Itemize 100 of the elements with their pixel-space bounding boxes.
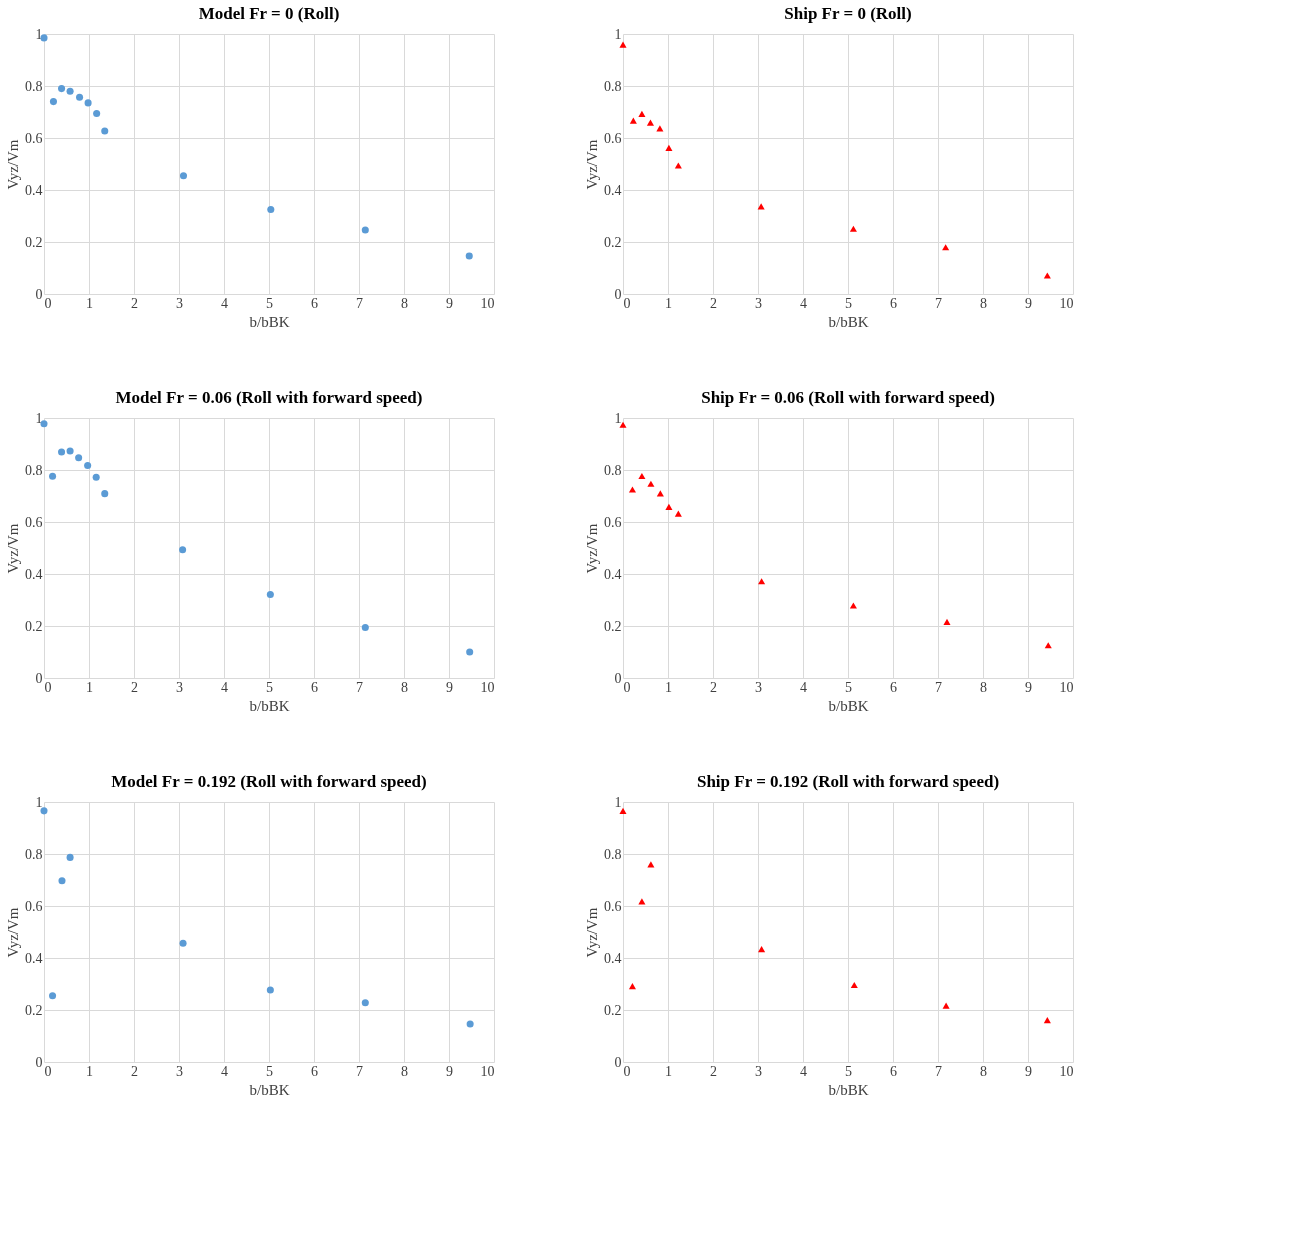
x-tick-label: 4 (221, 295, 228, 311)
point (267, 205, 275, 214)
y-tick-label: 0.6 (25, 130, 43, 146)
point (674, 162, 682, 169)
x-axis-title: b/bBK (249, 1081, 290, 1098)
y-tick-label: 0.2 (604, 234, 622, 250)
x-tick-label: 5 (845, 1063, 852, 1079)
point (361, 624, 369, 632)
x-axis-title: b/bBK (249, 313, 290, 330)
x-tick-label: 2 (710, 1063, 717, 1079)
chart-title: Model Fr = 0 (Roll) (198, 4, 340, 23)
point (619, 807, 627, 814)
x-tick-label: 6 (890, 295, 897, 311)
y-tick-label: 0.2 (25, 234, 43, 250)
chart-title: Model Fr = 0.06 (Roll with forward speed) (115, 388, 423, 407)
point (1043, 272, 1051, 279)
y-axis-title: Vyz/Vm (5, 523, 21, 574)
point (1044, 642, 1052, 649)
x-tick-label: 3 (176, 1063, 183, 1079)
x-tick-label: 10 (480, 679, 495, 695)
x-tick-label: 1 (665, 1063, 672, 1079)
x-tick-label: 4 (800, 679, 807, 695)
y-tick-label: 0.4 (25, 182, 43, 198)
point (66, 447, 74, 455)
point (84, 462, 92, 470)
point (647, 480, 655, 487)
point (849, 602, 857, 609)
y-tick-label: 0.4 (604, 950, 622, 966)
point (101, 490, 109, 498)
x-tick-label: 4 (800, 1063, 807, 1079)
x-tick-label: 7 (935, 295, 942, 311)
x-tick-label: 8 (980, 679, 987, 695)
y-tick-label: 1 (614, 410, 622, 426)
point (466, 648, 474, 656)
x-tick-label: 5 (845, 295, 852, 311)
point (40, 807, 48, 815)
point (849, 225, 857, 232)
x-axis-title: b/bBK (249, 697, 290, 714)
x-tick-label: 1 (665, 295, 672, 311)
y-tick-label: 0.6 (604, 130, 622, 146)
x-tick-label: 3 (176, 295, 183, 311)
y-tick-label: 0.2 (25, 1002, 43, 1018)
y-tick-label: 0.6 (604, 514, 622, 530)
y-tick-label: 0.8 (25, 462, 43, 478)
point (361, 999, 369, 1007)
y-tick-label: 0.2 (25, 618, 43, 634)
x-tick-label: 9 (446, 1063, 453, 1079)
point (84, 99, 92, 107)
x-tick-label: 8 (401, 1063, 408, 1079)
x-tick-label: 4 (221, 679, 228, 695)
x-tick-label: 4 (800, 295, 807, 311)
x-tick-label: 5 (266, 1063, 273, 1079)
y-tick-label: 0.4 (25, 566, 43, 582)
x-tick-label: 6 (890, 1063, 897, 1079)
chart-title: Ship Fr = 0.06 (Roll with forward speed) (701, 388, 995, 407)
point (943, 618, 951, 625)
y-tick-label: 0.4 (604, 182, 622, 198)
x-tick-label: 2 (710, 679, 717, 695)
x-axis-title: b/bBK (828, 1081, 869, 1098)
point (674, 510, 682, 517)
point (179, 172, 188, 180)
y-tick-label: 1 (614, 26, 622, 42)
y-tick-label: 0.2 (604, 618, 622, 634)
point (66, 87, 74, 95)
y-tick-label: 1 (35, 26, 43, 42)
point (66, 853, 74, 861)
x-tick-label: 10 (1059, 295, 1074, 311)
x-tick-label: 1 (86, 295, 93, 311)
point (942, 1002, 950, 1009)
point (92, 473, 100, 481)
x-tick-label: 2 (131, 1063, 138, 1079)
y-tick-label: 0.6 (25, 514, 43, 530)
point (179, 546, 187, 554)
x-axis-title: b/bBK (828, 697, 869, 714)
point (76, 93, 84, 101)
y-axis-title: Vyz/Vm (584, 907, 600, 958)
point (629, 117, 637, 124)
x-tick-label: 7 (356, 295, 363, 311)
chart-title: Ship Fr = 0 (Roll) (784, 4, 912, 23)
x-tick-label: 9 (446, 295, 453, 311)
y-tick-label: 0.4 (25, 950, 43, 966)
point (49, 98, 57, 106)
point (49, 992, 57, 1000)
x-tick-label: 7 (356, 1063, 363, 1079)
y-tick-label: 0.8 (604, 78, 622, 94)
point (628, 486, 636, 493)
point (665, 503, 673, 510)
x-tick-label: 2 (131, 295, 138, 311)
point (646, 119, 654, 126)
point (1043, 1017, 1051, 1024)
point (58, 448, 66, 456)
point (40, 420, 48, 428)
x-tick-label: 9 (1025, 295, 1032, 311)
point (619, 41, 627, 48)
point (58, 85, 66, 93)
y-tick-label: 0.2 (604, 1002, 622, 1018)
point (465, 252, 473, 260)
point (101, 127, 109, 135)
point (266, 986, 274, 994)
y-axis-title: Vyz/Vm (5, 907, 21, 958)
